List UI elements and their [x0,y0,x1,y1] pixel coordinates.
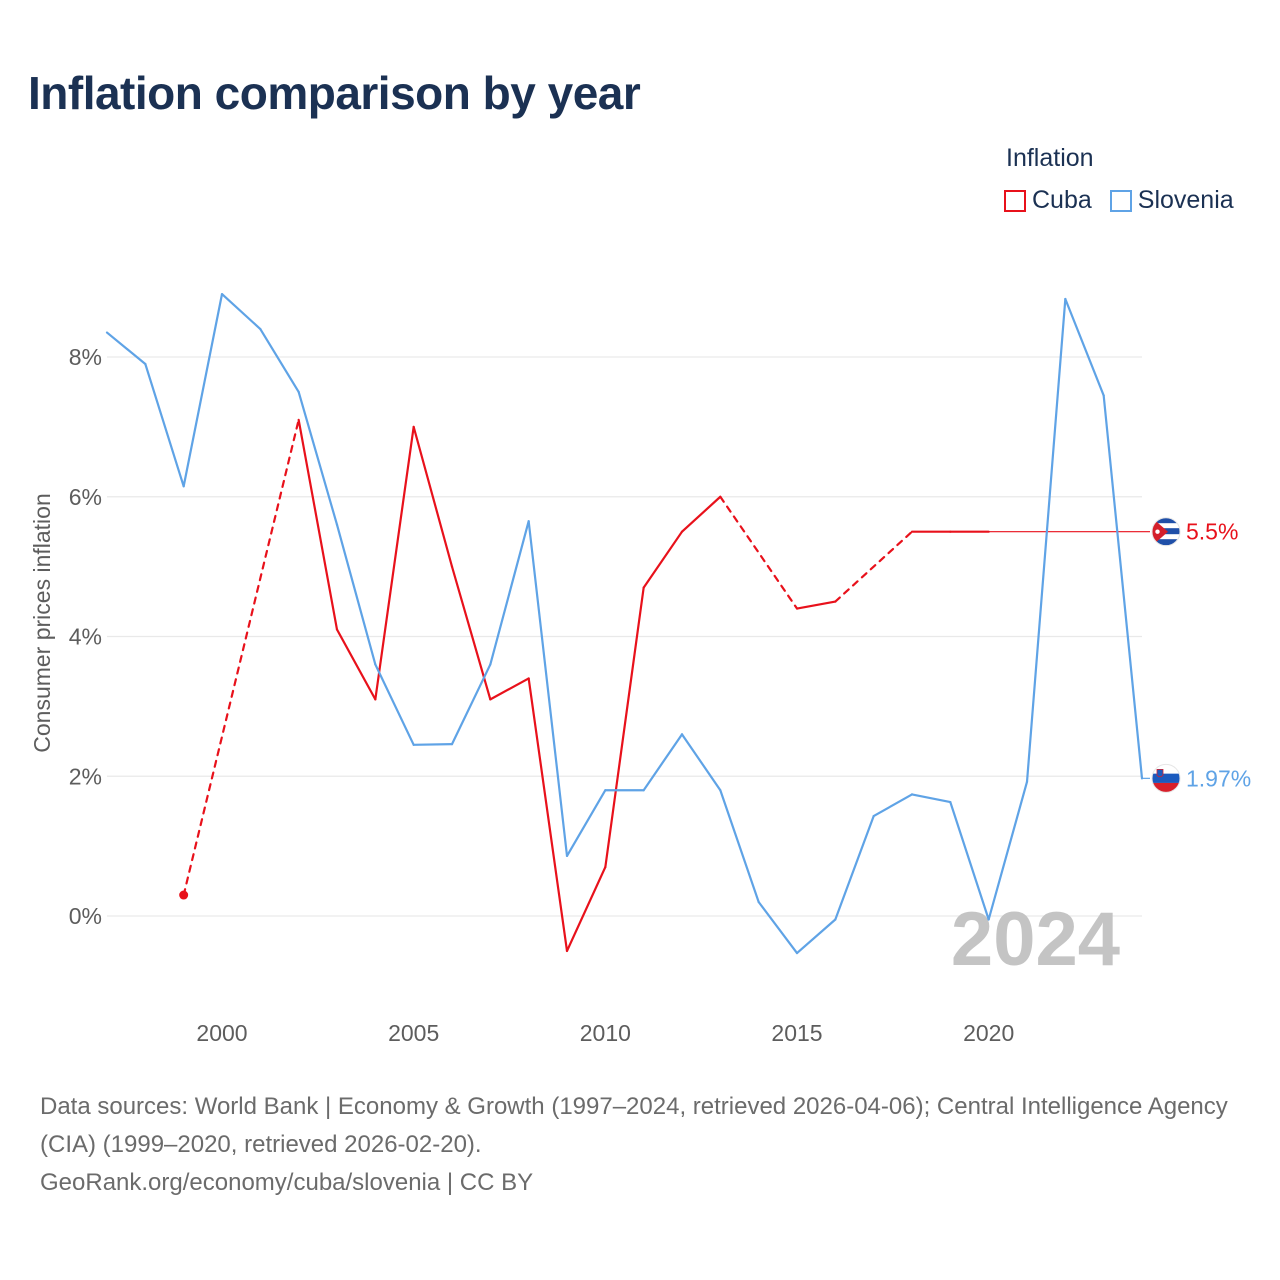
series-segment-slovenia [297,390,339,526]
y-axis-ticks: 0% 2% 4% 6% 8% [69,344,102,929]
series-segment-slovenia [374,663,415,746]
series-segment-cuba [489,677,530,701]
x-tick-label: 2020 [963,1020,1014,1046]
flag-slovenia-body [1152,764,1180,793]
series-segment-slovenia [719,789,760,904]
series-cuba [179,418,1150,953]
series-segment-slovenia [565,789,607,858]
series-segment-cuba [182,418,300,897]
flag-slovenia-blue [1152,773,1180,783]
series-segment-cuba [642,530,684,589]
flag-cuba-body [1152,517,1180,546]
x-tick-label: 2005 [388,1020,439,1046]
x-tick-label: 2000 [196,1020,247,1046]
legend-swatch-cuba [1004,189,1026,212]
series-segment-slovenia [527,520,569,858]
flag-cuba-triangle [1152,517,1168,546]
end-label-slovenia: 1.97% [1186,765,1251,791]
series-segment-slovenia [450,663,492,746]
legend-label-slovenia: Slovenia [1137,186,1234,214]
series-segment-cuba [450,565,492,701]
series-segment-slovenia [144,362,185,488]
series-segment-slovenia [834,814,875,921]
year-watermark: 2024 [951,897,1120,982]
series-segment-cuba [374,425,415,701]
flag-cuba-star [1155,529,1160,534]
end-label-cuba: 5.5% [1186,519,1238,545]
gridlines [107,356,1142,917]
x-tick-label: 2010 [580,1020,631,1046]
start-dot-cuba [179,890,189,900]
end-markers: 5.5% 1.97% [1151,517,1251,793]
series-segment-slovenia [412,743,454,746]
flag-slovenia [1151,763,1181,793]
legend-swatch-slovenia [1109,189,1132,212]
series-segment-slovenia [489,520,530,666]
legend-item-slovenia[interactable]: Slovenia [1109,186,1234,215]
series-lines [105,293,1150,955]
series-segment-slovenia [795,918,837,955]
y-tick-label: 0% [69,903,102,929]
series-segment-cuba [527,677,569,953]
footer: Data sources: World Bank | Economy & Gro… [40,1088,1240,1202]
y-tick-label: 8% [69,344,102,370]
y-tick-label: 4% [69,624,102,650]
y-tick-label: 2% [69,763,102,789]
series-segment-slovenia [105,331,147,366]
series-segment-slovenia [872,793,914,818]
series-segment-cuba [680,495,722,533]
flag-cuba-stripe [1152,517,1180,524]
flag-slovenia-red [1152,782,1180,793]
x-tick-label: 2015 [771,1020,822,1046]
series-segment-slovenia [220,293,262,331]
chart-title: Inflation comparison by year [28,67,641,119]
series-slovenia [105,293,1150,955]
line-chart: 0% 2% 4% 6% 8% 2000 2005 2010 2015 2020 2024 Con… [29,293,1251,1046]
flag-slovenia-ring [1151,763,1181,793]
series-segment-slovenia [680,733,722,792]
legend-title: Inflation [1006,144,1094,172]
series-segment-cuba [412,425,454,568]
series-segment-slovenia [642,733,684,792]
series-segment-slovenia [757,900,799,955]
series-segment-slovenia [259,327,300,394]
series-segment-slovenia [1064,297,1105,397]
series-segment-cuba [834,530,914,603]
series-segment-cuba [335,628,377,701]
y-tick-label: 6% [69,484,102,510]
series-segment-cuba [297,418,339,631]
series-segment-slovenia [1102,394,1144,780]
series-segment-slovenia [182,293,224,488]
series-segment-slovenia [1025,297,1067,783]
legend-label-cuba: Cuba [1032,186,1092,214]
series-segment-cuba [719,495,799,610]
series-segment-cuba [795,600,837,610]
series-segment-cuba [604,586,645,869]
series-segment-slovenia [910,793,952,804]
credit-link[interactable]: GeoRank.org/economy/cuba/slovenia | CC B… [40,1169,534,1196]
flag-cuba-ring [1151,517,1181,547]
y-axis-title: Consumer prices inflation [29,493,55,753]
flag-cuba [1151,517,1181,547]
series-segment-slovenia [335,523,377,666]
series-segment-slovenia [987,780,1029,921]
flag-slovenia-shield [1156,768,1164,778]
x-axis-ticks: 2000 2005 2010 2015 2020 [196,1020,1014,1046]
series-segment-slovenia [949,801,990,921]
data-sources: Data sources: World Bank | Economy & Gro… [40,1093,1228,1158]
legend: Cuba Slovenia [1004,186,1234,215]
legend-item-cuba[interactable]: Cuba [1004,186,1092,215]
flag-slovenia-white [1152,764,1180,774]
series-segment-cuba [565,865,607,953]
flag-cuba-stripe [1152,539,1180,546]
